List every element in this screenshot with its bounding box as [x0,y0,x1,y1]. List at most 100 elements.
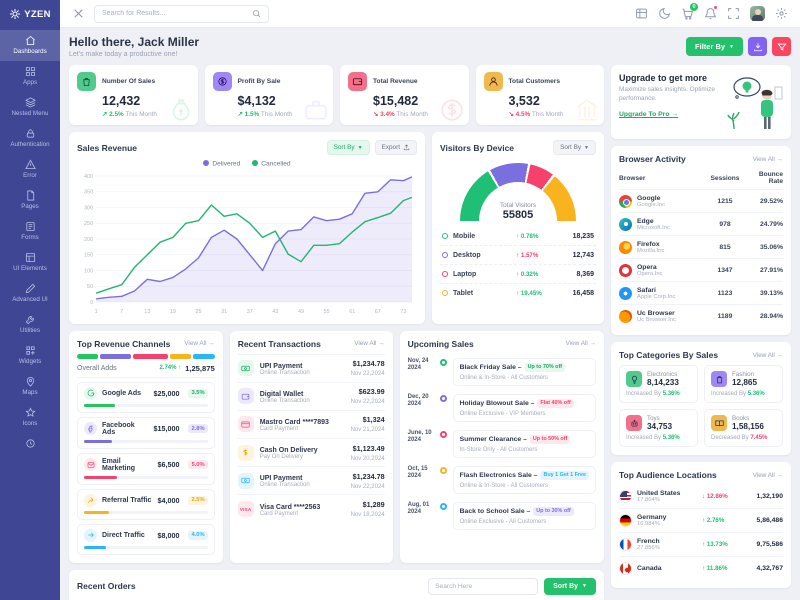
locations-title: Top Audience Locations [619,470,717,480]
email-icon [84,458,97,471]
upgrade-to-pro-link[interactable]: Upgrade To Pro → [619,111,679,119]
svg-text:400: 400 [84,174,93,180]
transaction-row: UPI Payment Online Transaction $1,234.78 N… [237,353,385,382]
page-header: Hello there, Jack Miller Let's make toda… [69,35,791,58]
cash-note-icon [237,360,254,377]
visitors-by-device-card: Visitors By Device Sort By ▼ Total Visito… [432,132,604,324]
orders-sort-by-button[interactable]: Sort By ▼ [544,577,596,595]
browser-view-all-link[interactable]: View All → [752,155,783,163]
logo[interactable]: YZEN [0,0,60,28]
orders-search-input[interactable] [435,582,532,590]
device-value: 12,743 [572,251,594,259]
sidebar-item-ui-elements[interactable]: UI Elements [0,247,60,278]
sidebar-item-utilities[interactable]: Utilities [0,309,60,340]
dark-mode-moon-icon[interactable] [658,7,671,20]
stat-label: Profit By Sale [237,78,281,85]
settings-gear-icon[interactable] [775,7,788,20]
stat-value: 12,432 [102,94,141,108]
device-dot [442,233,448,239]
sidebar-item-nested-menu[interactable]: Nested Menu [0,92,60,123]
filter-icon-button[interactable] [772,37,791,56]
sidebar-item-authentication[interactable]: Authentication [0,123,60,154]
search-input[interactable] [102,10,247,17]
svg-text:37: 37 [247,309,253,315]
svg-text:7: 7 [120,309,123,315]
visitors-sort-by-button[interactable]: Sort By ▼ [553,140,596,155]
sales-revenue-title: Sales Revenue [77,142,138,153]
user-avatar[interactable] [750,6,765,21]
sidebar-item-maps[interactable]: Maps [0,371,60,402]
filter-by-button[interactable]: Filter By ▼ [686,37,743,56]
sidebar-item-error[interactable]: Error [0,154,60,185]
stat-value: $15,482 [373,94,419,108]
legend-dot [203,160,210,166]
money-bag-watermark-icon [168,97,194,123]
arrow-right-icon [84,528,97,542]
language-icon[interactable] [635,7,648,20]
export-button[interactable]: Export [374,140,417,155]
svg-text:1: 1 [95,309,98,315]
device-value: 16,458 [572,289,594,297]
channel-badge: 5.0% [188,460,208,469]
search-icon[interactable] [252,9,261,18]
category-card-electronics: Electronics 8,14,233 Increased By 5.36% [619,365,698,403]
device-dot [442,290,448,296]
cart-icon[interactable]: 0 [681,3,698,20]
sidebar-item-dashboards[interactable]: Dashboards [0,30,60,61]
sidebar-toggle-close-icon[interactable] [72,7,85,20]
recent-orders-card: Recent Orders Sort By▼ Customer Ordered … [69,569,604,600]
channel-row-direct-traffic: Direct Traffic $8,000 4.0% [77,523,215,555]
layers-icon [24,97,36,108]
sidebar-item-widgets[interactable]: Widgets [0,340,60,371]
top-audience-locations-card: Top Audience Locations View All → United… [611,462,791,588]
svg-text:150: 150 [84,252,93,258]
upcoming-view-all-link[interactable]: View All → [565,340,596,347]
legend-item-cancelled[interactable]: Cancelled [252,160,291,168]
cash-note-icon [237,472,254,489]
sidebar-item-icons[interactable]: Icons [0,402,60,433]
chevron-down-icon: ▼ [357,144,363,151]
notifications-bell-icon[interactable] [704,5,718,20]
legend-dot [252,160,259,166]
sidebar-item-advanced-ui[interactable]: Advanced UI [0,278,60,309]
recent-transactions-card: Recent Transactions View All → UPI Payme… [229,330,393,563]
stat-change: ↘ 3.4% This Month [373,111,428,118]
device-value: 8,369 [576,270,594,278]
sidebar-item-label: Pages [21,203,39,210]
channel-row-facebook-ads: Facebook Ads $15,000 2.8% [77,416,215,449]
browser-title: Browser Activity [619,154,686,164]
browser-row-safari: Safari Apple Corp.Inc 1123 39.13% [619,281,783,304]
channels-view-all-link[interactable]: View All → [184,340,215,347]
upcoming-title: Upcoming Sales [407,338,474,349]
fullscreen-icon[interactable] [727,7,740,20]
sidebar-item-label: Widgets [18,358,42,365]
svg-text:49: 49 [298,309,304,315]
cart-badge: 0 [690,3,698,11]
sales-sort-by-button[interactable]: Sort By ▼ [326,140,370,155]
device-value: 18,235 [572,232,594,240]
sidebar-item-forms[interactable]: Forms [0,216,60,247]
device-change: ↑ 0.78% [516,232,539,240]
sale-badge: Flat 40% off [537,398,574,408]
sidebar-item-history[interactable] [0,433,60,457]
category-card-books: Books 1,58,156 Decreased By 7.45% [704,409,783,447]
logo-icon [10,9,21,19]
star-icon [24,407,36,417]
categories-title: Top Categories By Sales [619,350,719,360]
categories-view-all-link[interactable]: View All → [752,351,783,359]
download-button[interactable] [748,37,767,56]
device-row-mobile: Mobile ↑ 0.78% 18,235 [440,227,596,245]
upgrade-card: Upgrade to get more Maximize sales insig… [611,65,791,139]
browser-row-opera: Opera Opera.Inc 1347 27.91% [619,258,783,281]
sidebar-item-pages[interactable]: Pages [0,185,60,216]
grid-icon [25,66,35,77]
channel-row-email-marketing: Email Marketing $6,500 5.0% [77,452,215,485]
locations-view-all-link[interactable]: View All → [752,471,783,479]
transaction-row: VISA Visa Card ****2563 Card Payment $1,2… [237,494,385,522]
transactions-view-all-link[interactable]: View All → [354,340,385,347]
legend-item-delivered[interactable]: Delivered [203,160,240,168]
sidebar: YZEN Dashboards Apps Nested Menu Authent… [0,0,60,600]
sidebar-item-apps[interactable]: Apps [0,61,60,92]
home-icon [25,35,35,46]
transaction-row: Cash On Delivery Pay On Delivery $1,123.4… [237,438,385,466]
